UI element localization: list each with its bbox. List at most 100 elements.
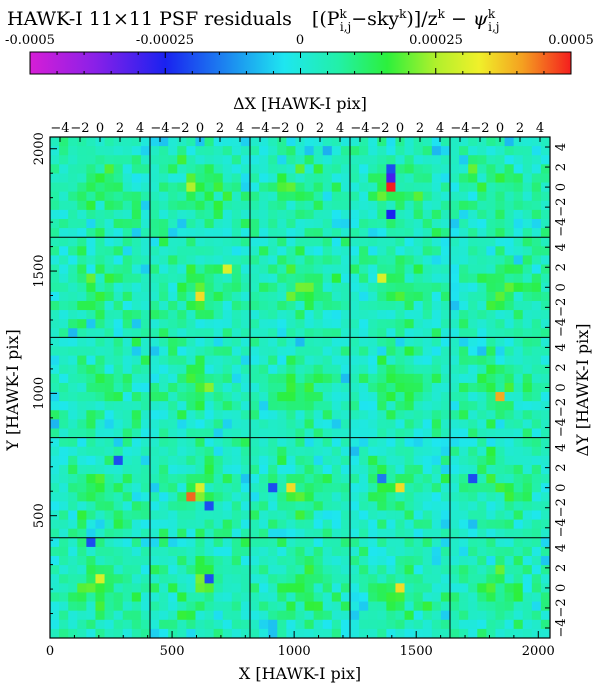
heatmap-cell — [359, 592, 369, 602]
heatmap-cell — [350, 237, 360, 247]
heatmap-cell — [422, 619, 433, 630]
heatmap-cell — [77, 346, 87, 357]
heatmap-cell — [268, 282, 278, 293]
heatmap-cell — [140, 282, 151, 293]
heatmap-cell — [240, 419, 251, 429]
heatmap-cell — [477, 392, 487, 402]
heatmap-cell — [386, 455, 396, 466]
heatmap-cell — [422, 191, 433, 202]
heatmap-cell — [486, 246, 496, 256]
heatmap-cell — [104, 355, 115, 366]
heatmap-cell — [150, 610, 160, 621]
heatmap-cell — [231, 273, 242, 284]
heatmap-cell — [540, 191, 551, 202]
heatmap-cell — [450, 428, 460, 438]
heatmap-cell — [404, 510, 415, 520]
heatmap-cell — [322, 191, 333, 202]
heatmap-cell — [422, 483, 433, 493]
heatmap-cell — [368, 610, 378, 621]
heatmap-cell — [50, 282, 60, 293]
heatmap-cell — [386, 464, 396, 475]
heatmap-cell — [240, 300, 251, 311]
heatmap-cell — [522, 537, 533, 548]
right-tick-label: −2 — [554, 598, 569, 617]
heatmap-cell — [104, 209, 115, 220]
heatmap-cell — [368, 492, 378, 502]
heatmap-cell — [277, 619, 287, 630]
heatmap-cell — [431, 428, 442, 438]
heatmap-cell — [531, 537, 542, 548]
heatmap-cell — [477, 401, 487, 411]
heatmap-cell — [322, 328, 333, 338]
heatmap-cell — [368, 282, 378, 293]
heatmap-cell — [277, 501, 287, 511]
heatmap-cell — [204, 328, 215, 338]
heatmap-cell — [77, 492, 87, 502]
heatmap-cell — [222, 619, 233, 630]
heatmap-cell — [304, 237, 315, 247]
heatmap-cell — [68, 501, 78, 511]
heatmap-cell — [68, 565, 78, 575]
heatmap-cell — [313, 446, 324, 457]
heatmap-cell — [168, 437, 178, 448]
heatmap-cell — [122, 601, 133, 612]
heatmap-cell — [195, 218, 205, 229]
heatmap-cell — [113, 437, 124, 448]
heatmap-cell — [168, 300, 178, 311]
heatmap-cell — [231, 146, 242, 156]
heatmap-cell — [113, 273, 124, 284]
heatmap-cell — [504, 310, 515, 320]
heatmap-cell — [77, 237, 87, 247]
heatmap-cell — [368, 146, 378, 156]
heatmap-cell — [277, 519, 287, 530]
heatmap-cell — [277, 492, 287, 502]
heatmap-cell — [204, 228, 215, 238]
heatmap-cell — [431, 255, 442, 265]
heatmap-cell — [213, 619, 224, 630]
heatmap-cell — [86, 583, 96, 593]
heatmap-cell — [477, 146, 487, 156]
heatmap-cell — [140, 337, 151, 347]
heatmap-cell — [186, 346, 196, 357]
heatmap-cell — [459, 310, 469, 320]
heatmap-cell — [431, 528, 442, 539]
heatmap-cell — [213, 483, 224, 493]
heatmap-cell — [413, 455, 424, 466]
heatmap-cell — [495, 483, 505, 493]
heatmap-cell — [540, 464, 551, 475]
heatmap-cell — [268, 209, 278, 220]
heatmap-cell — [486, 619, 496, 630]
heatmap-cell — [413, 556, 424, 566]
heatmap-cell — [340, 410, 351, 420]
heatmap-cell — [313, 464, 324, 475]
heatmap-cell — [259, 291, 269, 302]
top-tick-label: 2 — [516, 121, 524, 136]
heatmap-cell — [140, 319, 151, 329]
heatmap-cell — [168, 446, 178, 457]
heatmap-cell — [422, 537, 433, 548]
heatmap-cell — [322, 428, 333, 438]
heatmap-cell — [159, 565, 169, 575]
heatmap-cell — [95, 364, 105, 375]
heatmap-cell — [350, 282, 360, 293]
heatmap-cell — [150, 619, 160, 630]
heatmap-cell — [350, 474, 360, 484]
heatmap-cell — [359, 528, 369, 539]
heatmap-cell — [322, 218, 333, 229]
heatmap-cell — [222, 537, 233, 548]
heatmap-cell — [150, 455, 160, 466]
heatmap-cell — [168, 492, 178, 502]
heatmap-cell — [177, 137, 187, 147]
heatmap-cell — [250, 355, 260, 366]
heatmap-cell — [50, 410, 60, 420]
top-tick-label: 0 — [296, 121, 304, 136]
heatmap-cell — [240, 164, 251, 174]
heatmap-cell — [131, 355, 142, 366]
heatmap-cell — [540, 218, 551, 229]
heatmap-cell — [59, 173, 69, 183]
heatmap-cell — [213, 300, 224, 311]
heatmap-cell — [368, 209, 378, 220]
heatmap-cell — [240, 619, 251, 630]
heatmap-cell — [195, 255, 205, 265]
heatmap-cell — [350, 628, 360, 639]
